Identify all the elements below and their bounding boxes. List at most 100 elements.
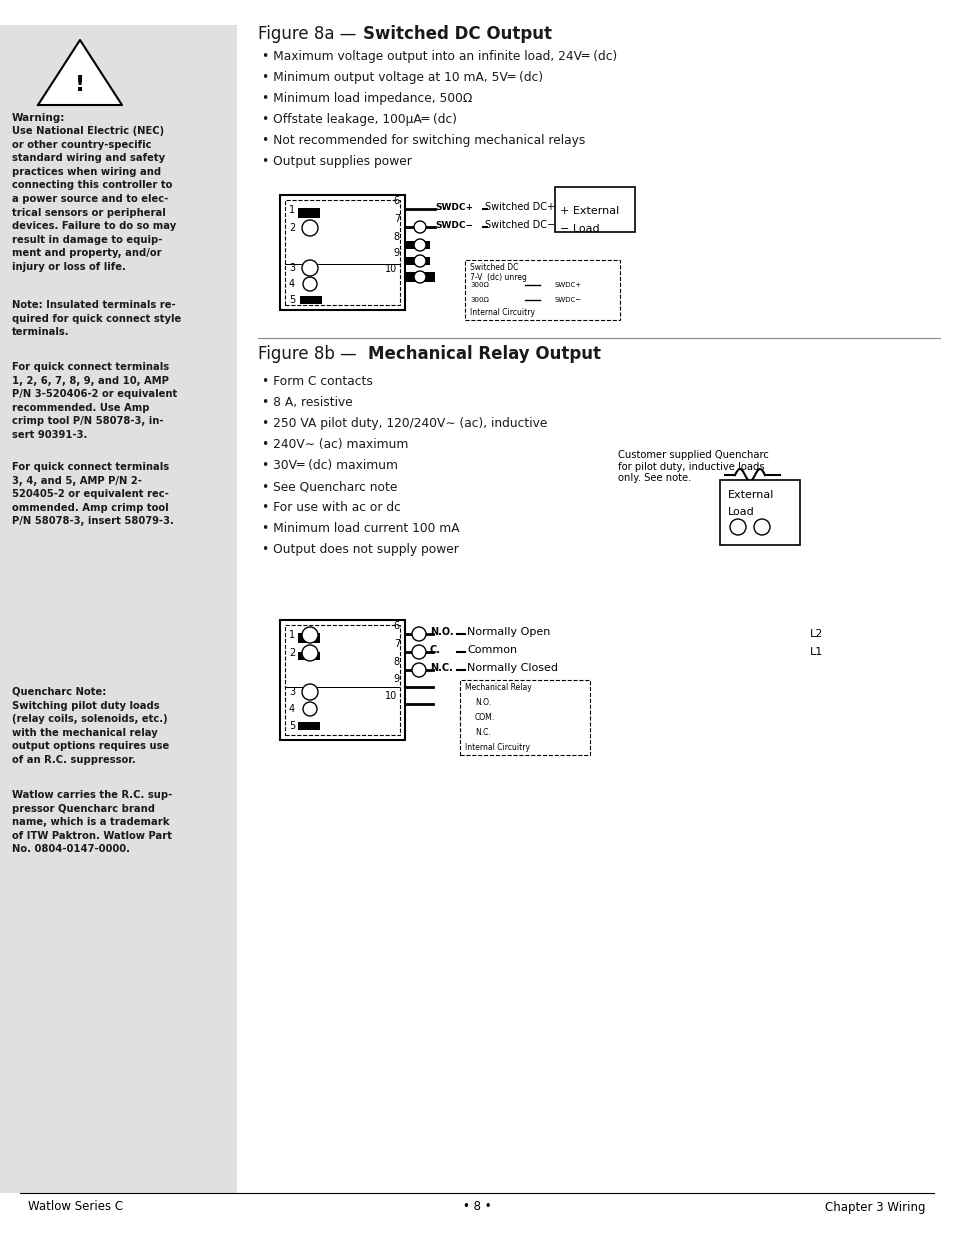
Bar (285, 200, 399, 305)
Bar (297, 652, 319, 659)
Bar (720, 480, 800, 545)
Text: Use National Electric (NEC)
or other country-specific
standard wiring and safety: Use National Electric (NEC) or other cou… (12, 126, 176, 272)
Text: Switched DC: Switched DC (470, 263, 517, 272)
Circle shape (302, 645, 317, 661)
Polygon shape (38, 40, 122, 105)
Text: !: ! (75, 75, 85, 95)
Text: Switched DC−: Switched DC− (484, 220, 555, 230)
Circle shape (412, 627, 426, 641)
Text: − Load: − Load (559, 224, 599, 233)
Circle shape (412, 663, 426, 677)
Text: Figure 8a —: Figure 8a — (257, 25, 361, 43)
Bar (405, 257, 430, 266)
Text: 3: 3 (289, 263, 294, 273)
Text: • Minimum load impedance, 500Ω: • Minimum load impedance, 500Ω (262, 91, 472, 105)
Text: Internal Circuitry: Internal Circuitry (470, 308, 535, 317)
Text: N.C.: N.C. (430, 663, 453, 673)
Text: For quick connect terminals
1, 2, 6, 7, 8, 9, and 10, AMP
P/N 3-520406-2 or equi: For quick connect terminals 1, 2, 6, 7, … (12, 362, 177, 440)
Text: 7: 7 (394, 214, 399, 224)
Text: 9: 9 (394, 674, 399, 684)
Bar (299, 296, 322, 304)
Text: • Offstate leakage, 100μA═ (dc): • Offstate leakage, 100μA═ (dc) (262, 112, 456, 126)
Circle shape (729, 519, 745, 535)
Text: 300Ω: 300Ω (470, 296, 488, 303)
Bar (555, 186, 635, 232)
Text: COM.: COM. (475, 713, 495, 722)
Text: • Minimum output voltage at 10 mA, 5V═ (dc): • Minimum output voltage at 10 mA, 5V═ (… (262, 70, 542, 84)
Text: Common: Common (467, 645, 517, 655)
Text: • Output does not supply power: • Output does not supply power (262, 543, 458, 556)
Text: SWDC−: SWDC− (555, 296, 581, 303)
Circle shape (414, 254, 426, 267)
Text: 3: 3 (289, 687, 294, 697)
Text: 9: 9 (394, 248, 399, 258)
Text: • 8 A, resistive: • 8 A, resistive (262, 396, 353, 409)
Text: Load: Load (727, 508, 754, 517)
Text: Warning:: Warning: (12, 112, 66, 124)
Bar (459, 680, 589, 755)
Text: 2: 2 (289, 648, 294, 658)
Text: • See Quencharc note: • See Quencharc note (262, 480, 397, 493)
Bar (405, 272, 435, 282)
Text: 7-V  (dc) unreg: 7-V (dc) unreg (470, 273, 526, 282)
Bar (297, 207, 319, 219)
Circle shape (414, 221, 426, 233)
Bar (285, 687, 399, 688)
Text: 5: 5 (289, 721, 294, 731)
Text: • Form C contacts: • Form C contacts (262, 375, 373, 388)
Bar (464, 261, 619, 320)
Text: For quick connect terminals
3, 4, and 5, AMP P/N 2-
520405-2 or equivalent rec-
: For quick connect terminals 3, 4, and 5,… (12, 462, 173, 526)
Text: Normally Open: Normally Open (467, 627, 550, 637)
Text: External: External (727, 490, 774, 500)
Text: Note: Insulated terminals re-
quired for quick connect style
terminals.: Note: Insulated terminals re- quired for… (12, 300, 181, 337)
Text: Figure 8b —: Figure 8b — (257, 345, 361, 363)
Text: SWDC−: SWDC− (435, 221, 473, 230)
Bar (285, 263, 399, 266)
Text: 1: 1 (289, 205, 294, 215)
Text: • For use with ac or dc: • For use with ac or dc (262, 501, 400, 514)
Text: • 240V∼ (ac) maximum: • 240V∼ (ac) maximum (262, 438, 408, 451)
Text: • Output supplies power: • Output supplies power (262, 156, 412, 168)
Text: N.O.: N.O. (475, 698, 491, 706)
Text: 5: 5 (289, 295, 294, 305)
Text: Switched DC+: Switched DC+ (484, 203, 555, 212)
Bar (297, 634, 319, 643)
Circle shape (303, 277, 316, 291)
Text: 10: 10 (384, 692, 396, 701)
Text: 300Ω: 300Ω (470, 282, 488, 288)
Text: • Minimum load current 100 mA: • Minimum load current 100 mA (262, 522, 459, 535)
Text: 4: 4 (289, 704, 294, 714)
Text: C.: C. (430, 645, 440, 655)
Text: • Maximum voltage output into an infinite load, 24V═ (dc): • Maximum voltage output into an infinit… (262, 49, 617, 63)
Circle shape (412, 645, 426, 659)
Text: 2: 2 (289, 224, 294, 233)
Circle shape (753, 519, 769, 535)
Text: L2: L2 (809, 629, 822, 638)
Bar (280, 620, 405, 740)
Bar (0, 25, 236, 1193)
Text: • 250 VA pilot duty, 120/240V∼ (ac), inductive: • 250 VA pilot duty, 120/240V∼ (ac), ind… (262, 417, 547, 430)
Text: Quencharc Note:
Switching pilot duty loads
(relay coils, solenoids, etc.)
with t: Quencharc Note: Switching pilot duty loa… (12, 687, 169, 764)
Text: 1: 1 (289, 630, 294, 640)
Circle shape (302, 261, 317, 275)
Text: Customer supplied Quencharc
for pilot duty, inductive loads
only. See note.: Customer supplied Quencharc for pilot du… (618, 450, 768, 483)
Text: 7: 7 (394, 638, 399, 650)
Text: 6: 6 (394, 621, 399, 631)
Circle shape (414, 270, 426, 283)
Text: Switched DC Output: Switched DC Output (363, 25, 552, 43)
Circle shape (414, 240, 426, 251)
Text: 4: 4 (289, 279, 294, 289)
Text: N.O.: N.O. (430, 627, 453, 637)
Bar (405, 241, 430, 249)
Bar (297, 722, 319, 730)
Circle shape (303, 701, 316, 716)
Text: Internal Circuitry: Internal Circuitry (464, 743, 530, 752)
Text: Normally Closed: Normally Closed (467, 663, 558, 673)
Text: Chapter 3 Wiring: Chapter 3 Wiring (824, 1200, 925, 1214)
Circle shape (302, 627, 317, 643)
Bar (285, 625, 399, 735)
Text: + External: + External (559, 206, 618, 216)
Circle shape (302, 220, 317, 236)
Text: Watlow carries the R.C. sup-
pressor Quencharc brand
name, which is a trademark
: Watlow carries the R.C. sup- pressor Que… (12, 790, 172, 855)
Text: Watlow Series C: Watlow Series C (28, 1200, 123, 1214)
